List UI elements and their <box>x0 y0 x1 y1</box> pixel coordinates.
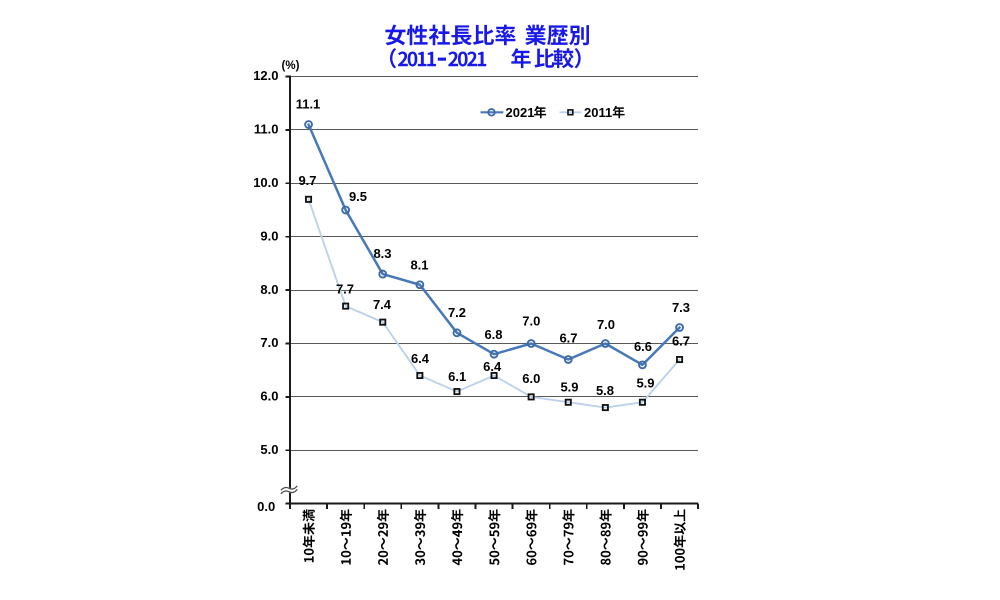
svg-text:6.0: 6.0 <box>522 371 540 386</box>
svg-text:6.4: 6.4 <box>483 359 502 374</box>
svg-text:2021: 2021 <box>506 105 535 120</box>
svg-text:11.1: 11.1 <box>296 97 321 112</box>
svg-text:6.0: 6.0 <box>260 389 278 404</box>
svg-text:6.7: 6.7 <box>672 334 690 349</box>
svg-text:7.0: 7.0 <box>597 317 615 332</box>
svg-text:8.0: 8.0 <box>260 282 278 297</box>
svg-text:12.0: 12.0 <box>253 68 278 83</box>
svg-text:8.1: 8.1 <box>410 258 428 273</box>
svg-text:7.0: 7.0 <box>260 335 278 350</box>
svg-text:5.8: 5.8 <box>596 383 614 398</box>
svg-text:11.0: 11.0 <box>254 122 279 137</box>
svg-text:9.5: 9.5 <box>349 189 367 204</box>
svg-text:6.4: 6.4 <box>411 351 430 366</box>
svg-text:6.6: 6.6 <box>634 339 652 354</box>
svg-text:6.8: 6.8 <box>484 327 502 342</box>
svg-text:6.7: 6.7 <box>559 331 577 346</box>
svg-text:5.0: 5.0 <box>260 442 278 457</box>
svg-text:5.9: 5.9 <box>560 380 578 395</box>
svg-text:6.1: 6.1 <box>448 369 466 384</box>
svg-text:9.0: 9.0 <box>260 228 278 243</box>
svg-text:10.0: 10.0 <box>253 175 278 190</box>
svg-text:7.4: 7.4 <box>373 297 392 312</box>
svg-text:7.0: 7.0 <box>522 314 540 329</box>
svg-text:0.0: 0.0 <box>257 499 275 514</box>
svg-text:2011: 2011 <box>584 105 612 120</box>
svg-text:9.7: 9.7 <box>298 173 316 188</box>
svg-text:(%): (%) <box>282 60 300 72</box>
svg-text:7.2: 7.2 <box>448 305 466 320</box>
svg-text:7.3: 7.3 <box>672 300 690 315</box>
svg-text:8.3: 8.3 <box>373 246 391 261</box>
svg-text:5.9: 5.9 <box>636 376 654 391</box>
svg-text:7.7: 7.7 <box>336 282 354 297</box>
